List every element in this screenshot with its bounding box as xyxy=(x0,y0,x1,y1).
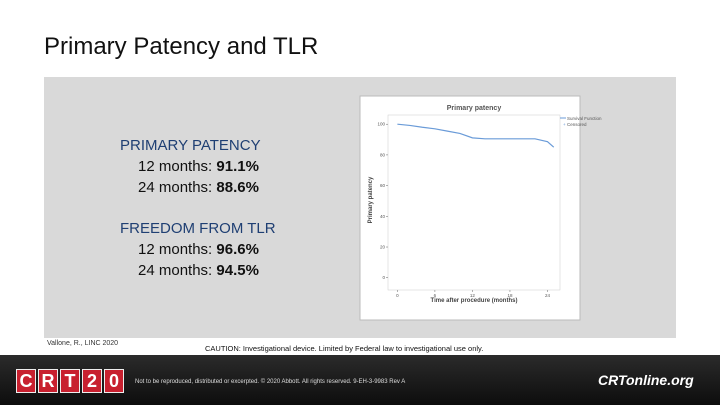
disclaimer: Not to be reproduced, distributed or exc… xyxy=(135,379,406,385)
plot-area xyxy=(387,114,561,291)
stat-heading: PRIMARY PATENCY xyxy=(120,137,261,154)
site-logo: CRTonline.org xyxy=(598,372,694,388)
legend-label: Censored xyxy=(567,122,587,127)
stat-block: PRIMARY PATENCY 12 months: 91.1% 24 mont… xyxy=(120,135,300,198)
stat-row: 12 months: 91.1% xyxy=(120,156,300,177)
logo-letter: T xyxy=(60,369,80,393)
stat-row: 24 months: 94.5% xyxy=(120,260,300,281)
logo-letter: R xyxy=(38,369,58,393)
y-tick-label: 40 xyxy=(380,214,386,219)
legend-swatch: + xyxy=(563,122,566,127)
y-tick-label: 0 xyxy=(382,275,385,280)
stat-value: 94.5% xyxy=(216,262,259,279)
x-tick-label: 6 xyxy=(434,293,437,298)
logo-letter: 0 xyxy=(104,369,124,393)
stat-heading: FREEDOM FROM TLR xyxy=(120,220,276,237)
logo: C R T 2 0 xyxy=(16,369,124,393)
x-tick-label: 24 xyxy=(545,293,551,298)
stat-label: 24 months: xyxy=(138,262,213,279)
stat-row: 24 months: 88.6% xyxy=(120,177,300,198)
chart-title: Primary patency xyxy=(447,105,502,112)
stat-row: 12 months: 96.6% xyxy=(120,239,300,260)
stats: PRIMARY PATENCY 12 months: 91.1% 24 mont… xyxy=(120,135,300,301)
x-tick-label: 18 xyxy=(507,293,513,298)
y-tick-label: 20 xyxy=(380,245,386,250)
logo-letter: 2 xyxy=(82,369,102,393)
stat-block: FREEDOM FROM TLR 12 months: 96.6% 24 mon… xyxy=(120,218,300,281)
y-tick-label: 60 xyxy=(380,183,386,188)
x-tick-label: 12 xyxy=(470,293,476,298)
stat-label: 12 months: xyxy=(138,241,213,258)
citation: Vallone, R., LINC 2020 xyxy=(47,340,119,347)
stat-value: 96.6% xyxy=(216,241,259,258)
y-tick-label: 80 xyxy=(380,152,386,157)
series-line xyxy=(397,123,555,148)
y-tick-label: 100 xyxy=(377,122,385,127)
legend-label: Survival Function xyxy=(567,116,602,121)
footer: C R T 2 0 Not to be reproduced, distribu… xyxy=(0,355,720,405)
x-tick-label: 0 xyxy=(396,293,399,298)
stat-label: 12 months: xyxy=(138,158,213,175)
stat-label: 24 months: xyxy=(138,179,213,196)
y-axis-label: Primary patency xyxy=(368,176,374,223)
stat-value: 88.6% xyxy=(216,179,259,196)
x-axis-label: Time after procedure (months) xyxy=(431,298,518,304)
slide-title: Primary Patency and TLR xyxy=(44,33,319,60)
logo-letter: C xyxy=(16,369,36,393)
caution: CAUTION: Investigational device. Limited… xyxy=(205,344,484,353)
stat-value: 91.1% xyxy=(216,158,259,175)
